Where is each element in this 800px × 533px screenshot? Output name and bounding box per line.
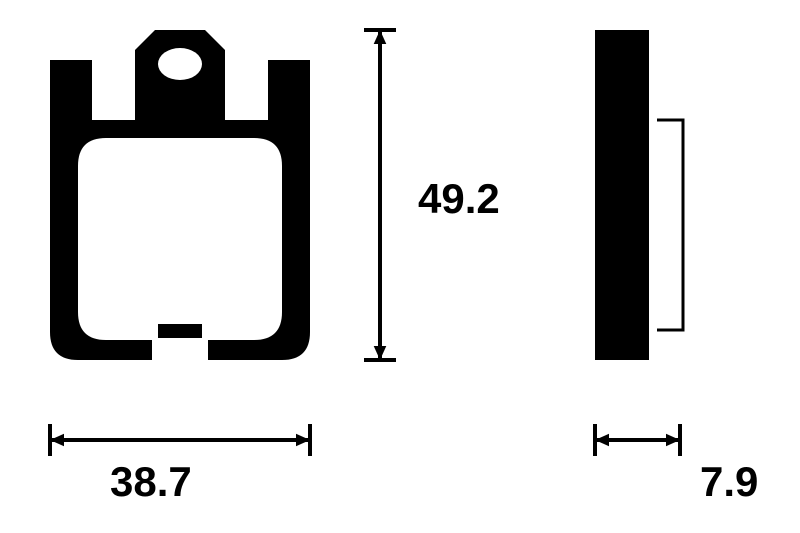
- label-width: 38.7: [110, 458, 192, 506]
- diagram-canvas: 38.7 49.2 7.9: [0, 0, 800, 533]
- dimension-lines: [0, 0, 800, 533]
- label-depth: 7.9: [700, 458, 758, 506]
- label-height: 49.2: [418, 175, 500, 223]
